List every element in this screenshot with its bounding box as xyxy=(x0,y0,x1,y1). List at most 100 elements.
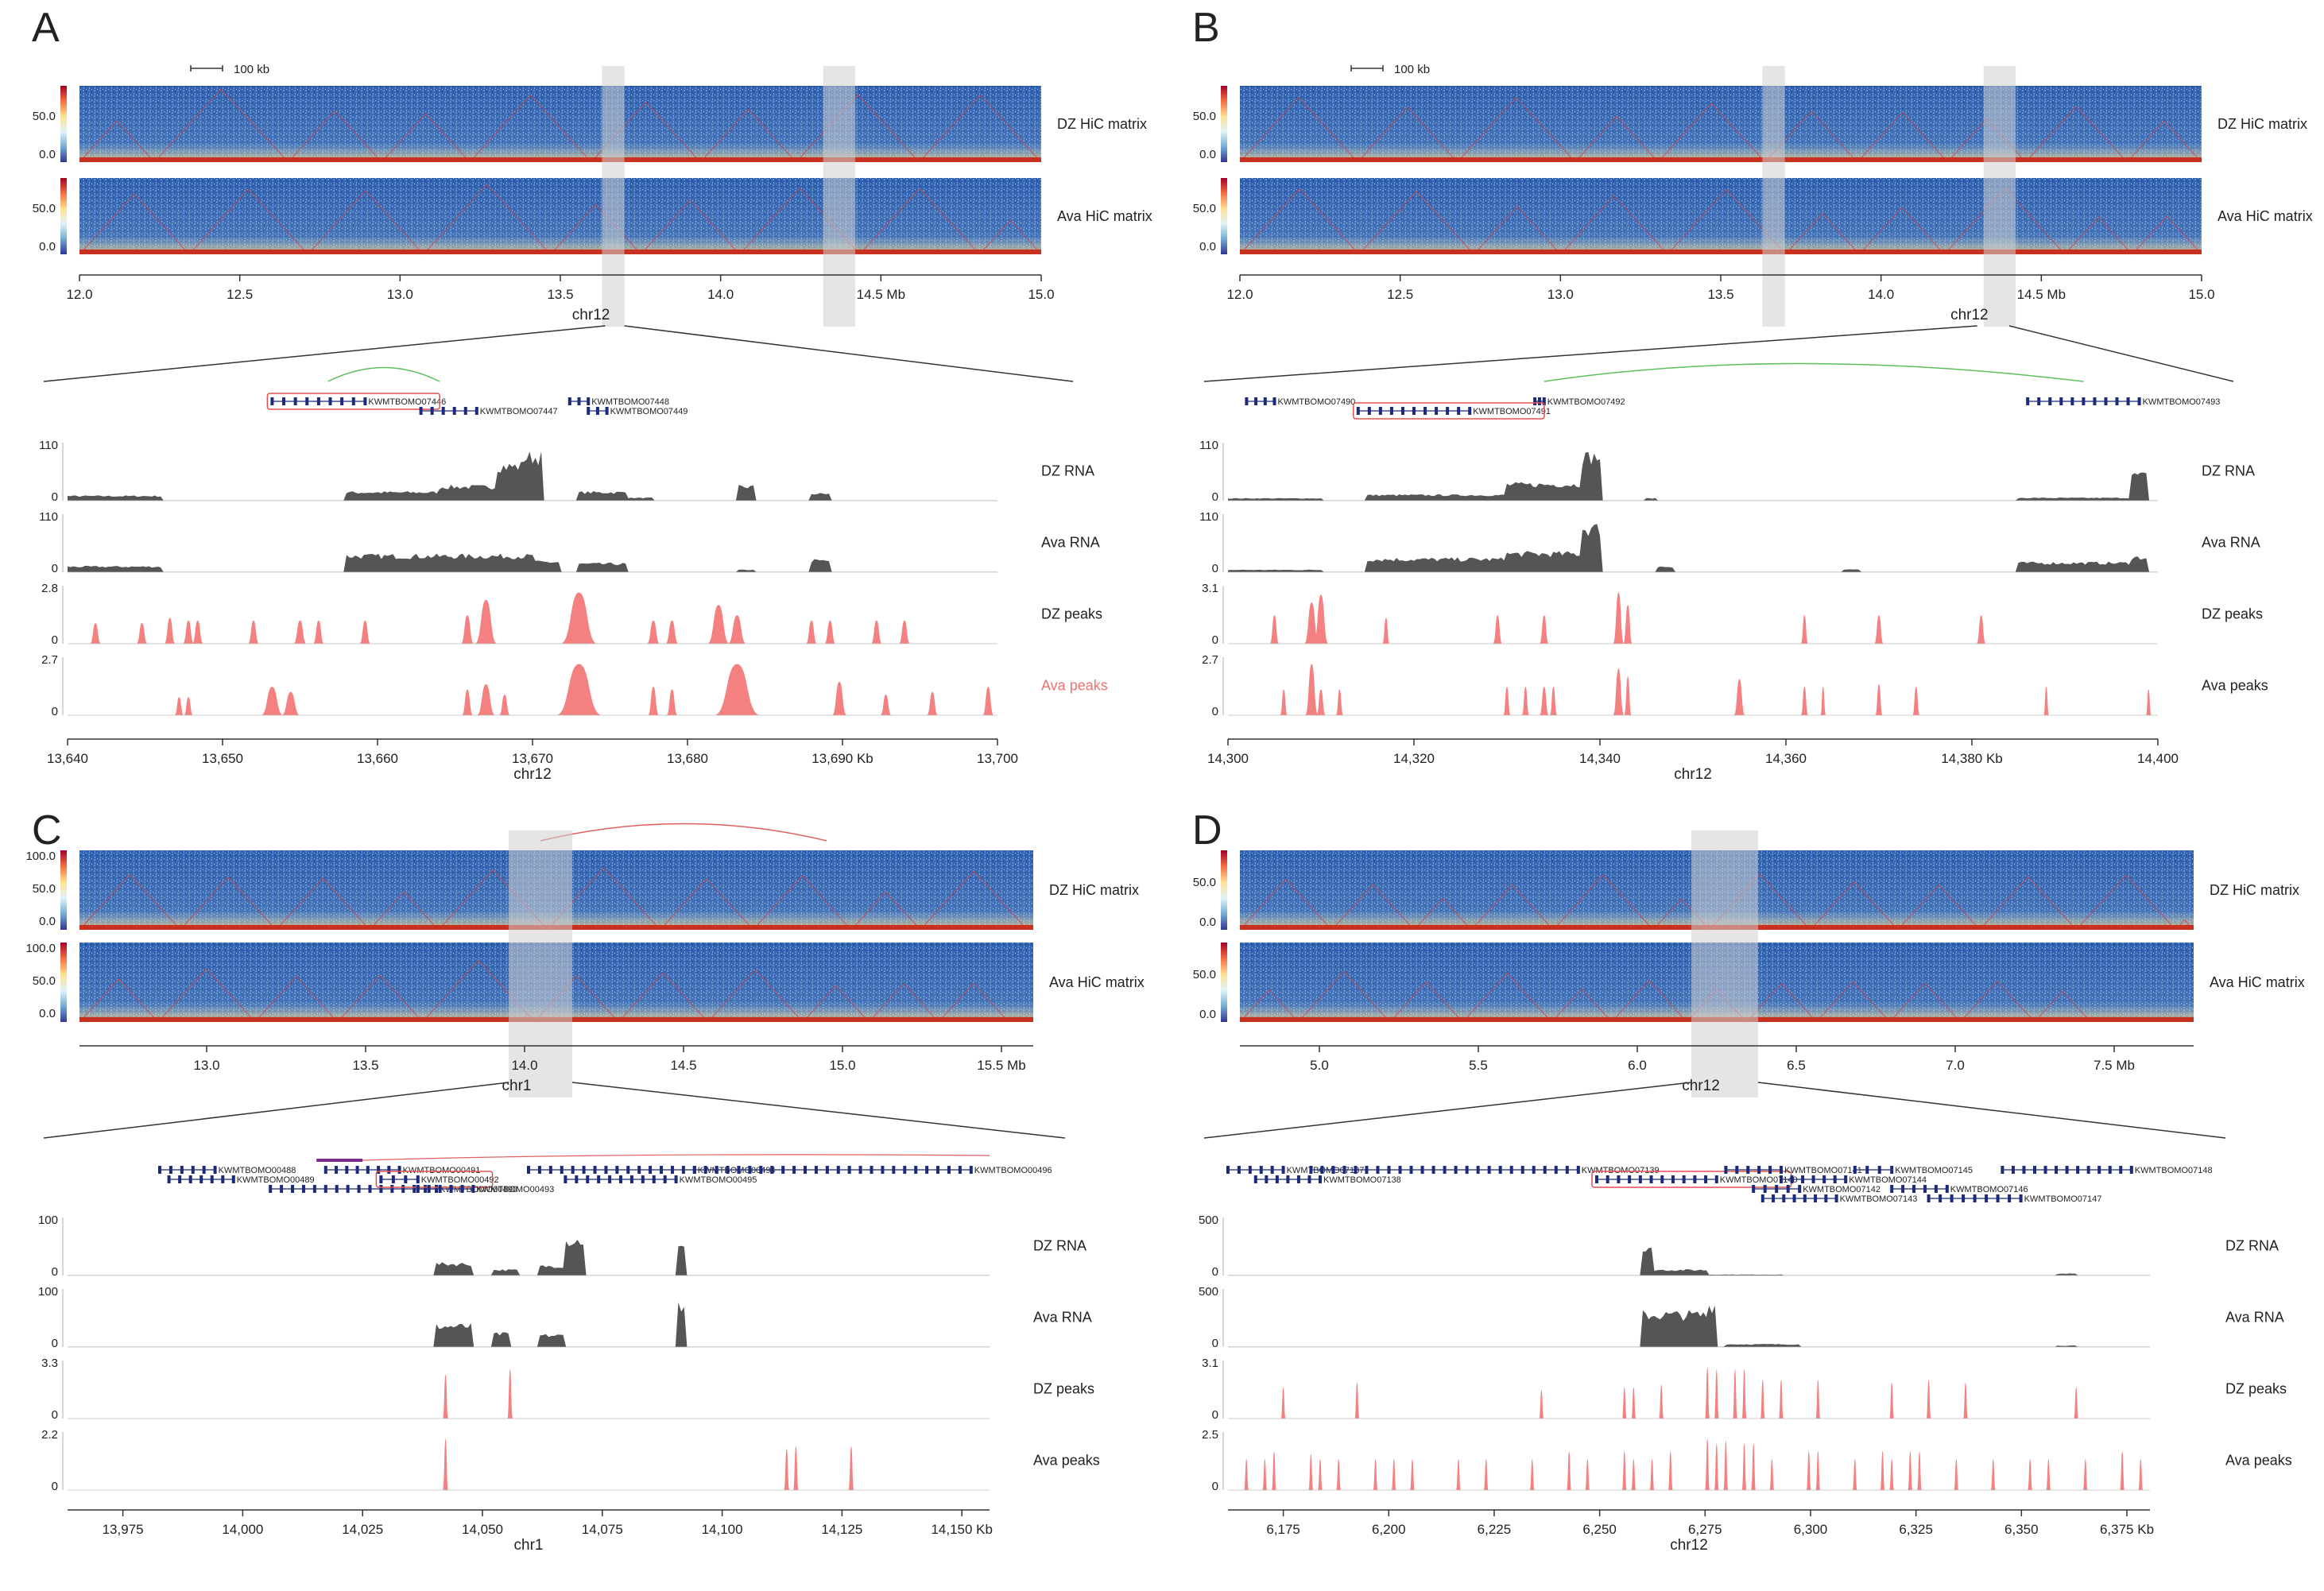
gene-exon xyxy=(1962,1194,1966,1202)
y-min: 0 xyxy=(1212,705,1218,718)
gene-exon xyxy=(936,1166,940,1174)
tad-boundary xyxy=(1239,96,1358,163)
tad-boundary xyxy=(1560,195,1668,255)
gene-exon xyxy=(586,1175,590,1183)
peak xyxy=(1889,1382,1895,1419)
bottom-axis-tick-label: 13,640 xyxy=(47,751,88,766)
tad-boundary xyxy=(2132,215,2202,255)
peak xyxy=(1539,1390,1544,1419)
colorbar-tick: 0.0 xyxy=(39,148,56,161)
chrom-label: chr12 xyxy=(1682,1078,1720,1094)
colorbar-tick: 50.0 xyxy=(1193,110,1216,123)
gene-exon xyxy=(619,1175,622,1183)
gene-exon xyxy=(641,1175,645,1183)
gene-exon xyxy=(1772,1194,1776,1202)
colorbar-tick: 0.0 xyxy=(1199,1008,1216,1021)
gene-label: KWMTBOMO00493 xyxy=(476,1185,554,1194)
gene-exon xyxy=(1950,1194,1954,1202)
gene-label: KWMTBOMO07138 xyxy=(1323,1175,1401,1185)
tad-boundary xyxy=(337,974,423,1023)
gene-exon xyxy=(1532,1166,1536,1174)
peak xyxy=(443,1374,449,1419)
gene-exon xyxy=(1714,1175,1718,1183)
track-label: Ava peaks xyxy=(2202,678,2268,694)
gene-exon xyxy=(316,397,320,405)
tad-boundary xyxy=(1551,988,1613,1023)
gene-exon xyxy=(2137,397,2141,405)
peak xyxy=(1912,687,1920,715)
gene-exon xyxy=(1576,1166,1580,1174)
y-max: 2.5 xyxy=(1202,1428,1218,1442)
gene-exon xyxy=(1912,1185,1916,1193)
peak xyxy=(824,620,836,644)
gene-exon xyxy=(1865,1166,1869,1174)
peak xyxy=(870,620,882,644)
track-label: DZ peaks xyxy=(2225,1381,2287,1397)
scale-bar-label: 100 kb xyxy=(234,63,269,76)
gene-label: KWMTBOMO00494 xyxy=(698,1166,776,1175)
bottom-axis-tick-label: 13,700 xyxy=(977,751,1018,766)
y-max: 100 xyxy=(38,1285,58,1299)
gene-label: KWMTBOMO00496 xyxy=(974,1166,1052,1175)
axis-tick-label: 7.5 Mb xyxy=(2094,1058,2135,1073)
gene: KWMTBOMO00491 xyxy=(323,1166,481,1175)
peak xyxy=(1714,1443,1719,1490)
chrom-label: chr12 xyxy=(1950,307,1989,323)
colorbar-tick: 0.0 xyxy=(39,240,56,254)
hic-diagonal xyxy=(1240,178,2202,254)
gene-exon xyxy=(390,1185,394,1193)
tad-boundary xyxy=(1239,188,1360,255)
gene-exon xyxy=(202,1166,206,1174)
y-max: 500 xyxy=(1199,1285,1218,1299)
bottom-axis-tick-label: 6,225 xyxy=(1478,1522,1512,1537)
gene-label: KWMTBOMO00491 xyxy=(403,1166,481,1175)
gene-exon xyxy=(391,1175,395,1183)
gene: KWMTBOMO07148 xyxy=(2001,1166,2213,1175)
gene-label: KWMTBOMO07147 xyxy=(2024,1194,2102,1204)
gene-exon xyxy=(1281,1166,1285,1174)
scale-bar-label: 100 kb xyxy=(1394,63,1430,76)
tad-boundary xyxy=(660,877,753,931)
peak xyxy=(714,664,761,715)
gene-exon xyxy=(2086,1166,2090,1174)
peak xyxy=(1410,1459,1415,1490)
tad-boundary xyxy=(1413,897,1472,931)
tad-boundary xyxy=(369,891,440,931)
peak xyxy=(648,687,660,715)
tad-boundary xyxy=(1858,207,1945,255)
axis-tick-label: 12.5 xyxy=(1387,287,1413,302)
signal-track: 110 0 Ava RNA xyxy=(1199,510,2260,575)
axis-tick-label: 5.5 xyxy=(1469,1058,1488,1073)
gene-exon xyxy=(737,1166,741,1174)
panel-b: B 100 kb 50.0 0.0 DZ HiC matrix 50.0 0.0 Ava Hi… xyxy=(1192,5,2313,783)
peak xyxy=(2120,1451,2125,1490)
gene-exon xyxy=(1263,397,1267,405)
tad-boundary xyxy=(307,190,424,255)
tad-boundary xyxy=(1470,884,1554,931)
gene-exon xyxy=(595,407,599,415)
colorbar xyxy=(60,850,67,930)
colorbar-tick: 0.0 xyxy=(1199,916,1216,929)
colorbar-tick: 50.0 xyxy=(1193,202,1216,215)
tad-boundary xyxy=(1857,111,1948,163)
peak xyxy=(1244,1459,1249,1490)
tad-boundary xyxy=(79,120,155,163)
peak xyxy=(1800,687,1809,715)
gene-exon xyxy=(438,1185,442,1193)
signal-track: 2.7 0 Ava peaks xyxy=(1202,653,2268,718)
tad-boundary xyxy=(550,203,641,255)
zoom-line xyxy=(571,1082,1066,1139)
gene-exon xyxy=(881,1166,885,1174)
gene-exon xyxy=(1237,1166,1241,1174)
gene-exon xyxy=(291,1185,295,1193)
gene-exon xyxy=(969,1166,973,1174)
gene-exon xyxy=(1457,407,1461,415)
gene-exon xyxy=(1811,1175,1815,1183)
axis-tick-label: 12.0 xyxy=(66,287,92,302)
tad-boundary xyxy=(640,199,740,255)
gene-exon xyxy=(587,397,591,405)
peak xyxy=(192,620,203,644)
tad-boundary xyxy=(1239,878,1332,931)
gene-label: KWMTBOMO07137 xyxy=(1287,1166,1365,1175)
axis-tick-label: 13.5 xyxy=(352,1058,378,1073)
